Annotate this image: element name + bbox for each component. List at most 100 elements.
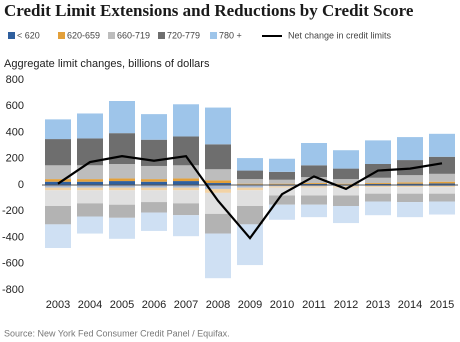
bar-segment (173, 203, 199, 216)
bar-segment (173, 215, 199, 237)
bar-segment (365, 183, 391, 185)
bar-segment (141, 187, 167, 191)
legend-swatch (210, 32, 217, 39)
bar-segment (109, 133, 135, 164)
x-tick-label: 2014 (398, 299, 422, 311)
bar-segment (77, 113, 103, 139)
bar-segment (333, 179, 359, 184)
legend-label: 620-659 (67, 30, 100, 40)
bar-segment (141, 202, 167, 213)
source: Source: New York Fed Consumer Credit Pan… (4, 328, 230, 338)
bar-segment (141, 185, 167, 188)
bar-segment (109, 101, 135, 134)
bar-segment (141, 114, 167, 140)
bar-segment (333, 150, 359, 169)
bar-segment (237, 158, 263, 171)
bar-segment (237, 170, 263, 180)
y-tick-label: 0 (18, 179, 24, 191)
bar-segment (45, 165, 71, 180)
bar-segment (109, 187, 135, 191)
y-tick-label: -800 (2, 284, 24, 296)
bar-segment (269, 183, 295, 185)
chart-title: Credit Limit Extensions and Reductions b… (4, 1, 414, 20)
bar-segment (301, 187, 327, 196)
bar-segment (365, 187, 391, 194)
x-tick-label: 2010 (270, 299, 294, 311)
bar-segment (237, 185, 263, 188)
bar-segment (109, 164, 135, 179)
subtitle: Aggregate limit changes, billions of dol… (4, 58, 210, 70)
bar-segment (269, 204, 295, 220)
legend-swatch (158, 32, 165, 39)
bar-segment (205, 183, 231, 185)
bar-segment (205, 107, 231, 145)
bar-segment (301, 195, 327, 205)
bar-segment (173, 185, 199, 188)
bar-segment (173, 178, 199, 182)
bar-segment (205, 169, 231, 181)
bar-segment (77, 190, 103, 204)
x-tick-label: 2006 (142, 299, 166, 311)
bar-segment (397, 183, 423, 185)
bar-segment (301, 177, 327, 184)
bar-segment (205, 233, 231, 279)
bar-segment (429, 181, 455, 184)
bar-segment (365, 177, 391, 184)
bar-segment (397, 186, 423, 188)
bar-segment (45, 119, 71, 140)
bar-segment (429, 193, 455, 202)
bar-segment (333, 186, 359, 188)
bar-segment (45, 206, 71, 225)
bar-segment (429, 201, 455, 215)
x-tick-label: 2015 (430, 299, 454, 311)
bar-segment (429, 173, 455, 182)
bar-segment (333, 206, 359, 224)
bar-segment (173, 190, 199, 204)
legend-label: Net change in credit limits (288, 30, 392, 40)
x-tick-label: 2012 (334, 299, 358, 311)
y-tick-label: -200 (2, 205, 24, 217)
bar-segment (173, 181, 199, 185)
bar-segment (301, 183, 327, 185)
legend-label: 780 + (219, 30, 242, 40)
bar-segment (45, 179, 71, 182)
bar-segment (365, 183, 391, 184)
bar-segment (333, 183, 359, 185)
y-tick-label: 800 (6, 74, 24, 86)
bar-segment (77, 185, 103, 188)
legend-swatch (58, 32, 65, 39)
bar-segment (269, 187, 295, 196)
bar-segment (301, 143, 327, 166)
bar-segment (45, 187, 71, 191)
bar-segment (141, 190, 167, 203)
bar-segment (301, 204, 327, 218)
bar-segment (301, 186, 327, 188)
bar-segment (365, 201, 391, 216)
bar-segment (429, 133, 455, 157)
bar-segment (269, 171, 295, 180)
bar-segment (365, 140, 391, 164)
bar-segment (141, 181, 167, 185)
bar-segment (397, 175, 423, 183)
bar-segment (173, 187, 199, 191)
bar-segment (205, 185, 231, 189)
bar-segment (237, 206, 263, 225)
bar-segment (429, 183, 455, 185)
x-tick-label: 2007 (174, 299, 198, 311)
bar-segment (365, 193, 391, 202)
bar-segment (77, 216, 103, 234)
bar-segment (237, 224, 263, 266)
bar-segment (237, 179, 263, 184)
bar-segment (301, 185, 327, 187)
x-tick-label: 2005 (110, 299, 134, 311)
bar-segment (333, 187, 359, 196)
legend-label: 660-719 (117, 30, 150, 40)
bar-segment (45, 190, 71, 206)
bar-segment (77, 165, 103, 180)
bar-segment (269, 158, 295, 172)
bar-segment (205, 180, 231, 184)
bar-segment (109, 178, 135, 182)
bar-segment (45, 139, 71, 166)
legend-label: < 620 (17, 30, 40, 40)
